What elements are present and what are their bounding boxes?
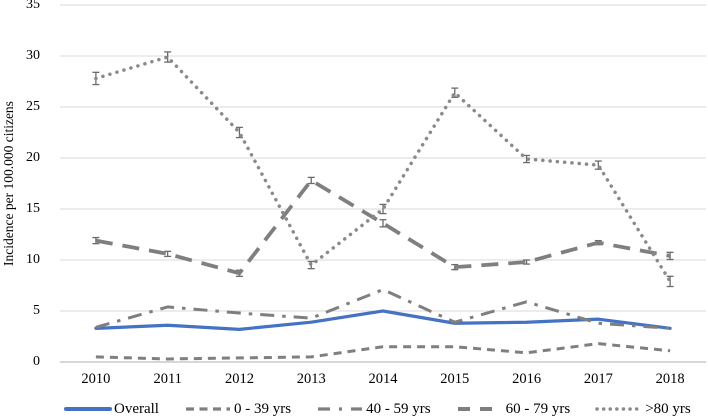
legend-label: 60 - 79 yrs — [505, 400, 571, 417]
legend-item-overall: Overall — [64, 401, 159, 418]
x-tick-label: 2018 — [655, 371, 685, 387]
x-tick-label: 2013 — [296, 371, 326, 387]
x-tick-label: 2016 — [512, 371, 542, 387]
series-line-60-79-yrs — [95, 178, 671, 276]
legend-item-40-59: 40 - 59 yrs — [316, 401, 431, 418]
y-tick-label: 35 — [26, 0, 40, 12]
y-tick-label: 20 — [26, 150, 40, 165]
series-line-overall — [94, 309, 672, 331]
y-tick-label: 10 — [26, 252, 40, 267]
legend-label: 0 - 39 yrs — [233, 400, 292, 417]
x-tick-label: 2017 — [583, 371, 613, 387]
y-tick-label: 5 — [33, 303, 40, 318]
legend-line-swatch-overall — [64, 407, 112, 411]
x-tick-label: 2015 — [440, 371, 470, 387]
legend-line-swatch-60-79 — [457, 407, 502, 411]
legend: Overall 0 - 39 yrs 40 - 59 yrs 60 - 79 y… — [64, 399, 691, 419]
legend-item-80plus: >80 yrs — [595, 401, 691, 418]
legend-line-swatch-40-59 — [318, 407, 363, 411]
y-tick-label: 25 — [26, 99, 40, 114]
legend-line-swatch-80plus — [595, 407, 643, 411]
x-tick-label: 2011 — [153, 371, 182, 387]
legend-item-60-79: 60 - 79 yrs — [456, 400, 571, 418]
y-tick-label: 0 — [33, 354, 40, 369]
series-line-40-59-yrs — [95, 288, 671, 330]
legend-line-swatch-0-39 — [185, 407, 230, 411]
legend-label: >80 yrs — [645, 400, 691, 417]
x-tick-label: 2014 — [368, 371, 398, 387]
legend-label: Overall — [114, 400, 159, 417]
x-axis-tick-labels: 2010 2011 2012 2013 2014 2015 2016 2017 2018 — [60, 371, 706, 389]
legend-item-0-39: 0 - 39 yrs — [184, 401, 291, 418]
x-tick-label: 2010 — [81, 371, 111, 387]
series-line--80-yrs — [94, 55, 672, 284]
legend-label: 40 - 59 yrs — [366, 400, 431, 417]
series-line-0-39-yrs — [95, 342, 671, 361]
y-tick-label: 15 — [26, 201, 40, 216]
y-tick-label: 30 — [26, 48, 40, 63]
x-tick-label: 2012 — [224, 371, 254, 387]
